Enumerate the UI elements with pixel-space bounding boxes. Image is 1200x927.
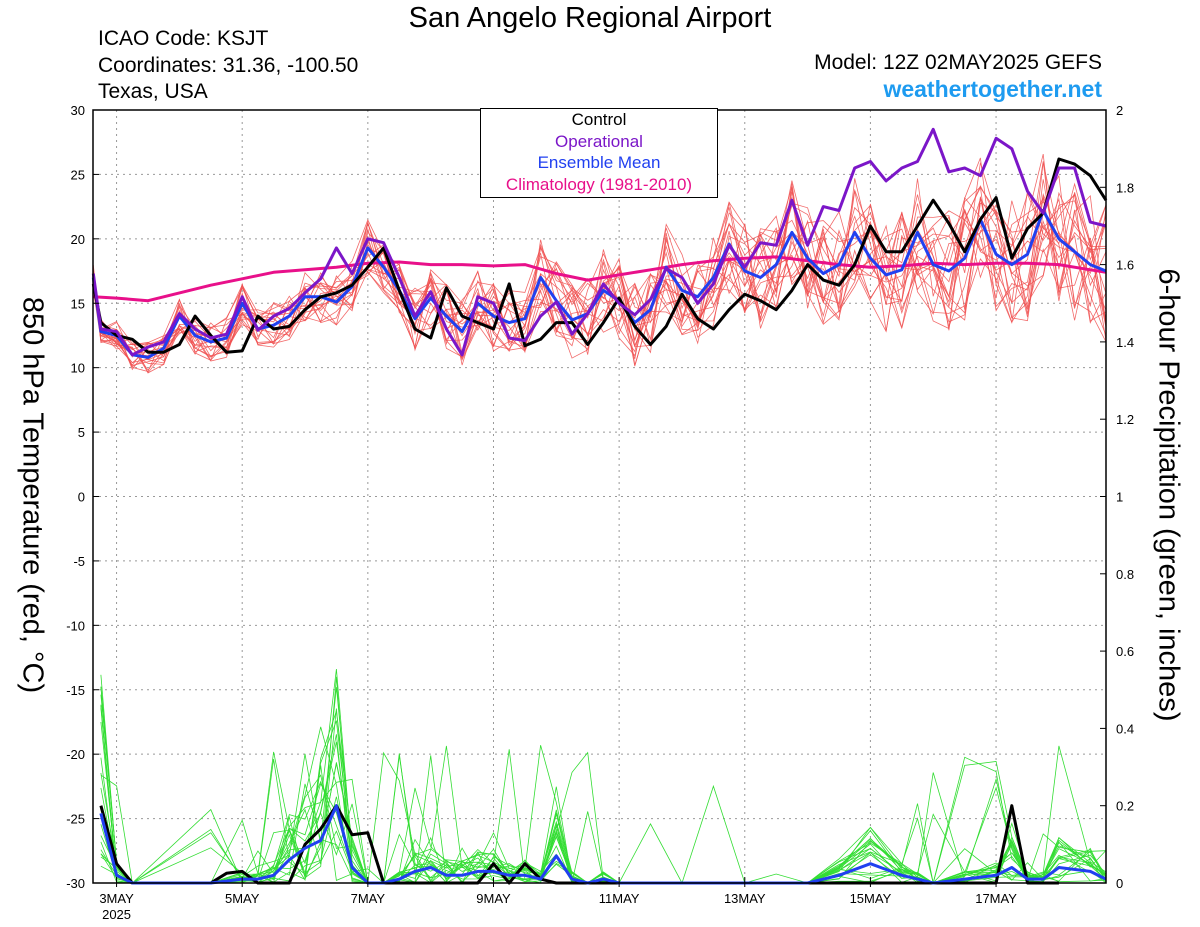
y-left-tick-label: -5 — [73, 554, 85, 569]
precip-ensemble-mean-line — [99, 804, 1107, 885]
legend-control: Control — [571, 110, 627, 129]
precip-member-line — [100, 708, 1107, 884]
temperature-member-line — [92, 197, 1107, 366]
y-axis-right-label: 6-hour Precipitation (green, inches) — [1152, 268, 1185, 722]
chart-title: San Angelo Regional Airport — [408, 2, 772, 34]
y-right-tick-label: 0.6 — [1116, 644, 1134, 659]
x-tick-label: 3MAY — [99, 891, 134, 906]
precip-member-line — [100, 674, 1107, 884]
temperature-member-line — [92, 200, 1107, 362]
temperature-operational-line — [91, 127, 1107, 357]
y-left-tick-label: 30 — [71, 103, 85, 118]
y-axis-left-label: 850 hPa Temperature (red, °C) — [16, 296, 49, 694]
y-left-tick-label: 20 — [71, 232, 85, 247]
x-tick-label: 17MAY — [975, 891, 1017, 906]
y-right-tick-label: 2 — [1116, 103, 1123, 118]
precip-member-line — [100, 668, 1107, 884]
y-right-tick-label: 1.8 — [1116, 180, 1134, 195]
precip-members — [100, 668, 1107, 884]
legend-operational: Operational — [555, 131, 643, 151]
x-tick-label: 11MAY — [599, 891, 640, 906]
x-tick-label: 7MAY — [351, 891, 386, 906]
y-left-tick-label: -15 — [66, 683, 85, 698]
y-right-tick-label: 1.4 — [1116, 335, 1134, 350]
icao-code: ICAO Code: KSJT — [98, 27, 269, 50]
site-link[interactable]: weathertogether.net — [883, 76, 1102, 102]
y-left-tick-label: 15 — [71, 296, 85, 311]
legend-ensemble-mean: Ensemble Mean — [537, 153, 661, 172]
precip-member-line — [100, 686, 1107, 884]
x-tick-label: 13MAY — [724, 891, 766, 906]
precip-member-line — [100, 772, 1107, 884]
legend: Control Operational Ensemble Mean Climat… — [480, 108, 718, 198]
x-tick-label: 5MAY — [225, 891, 260, 906]
location: Texas, USA — [98, 80, 208, 103]
temperature-member-line — [92, 188, 1107, 371]
grid-lines — [93, 110, 1106, 883]
x-year-label: 2025 — [102, 907, 131, 922]
temperature-climatology-1981-2010-line — [93, 255, 1107, 303]
temperature-member-line — [92, 204, 1107, 358]
y-right-tick-label: 0.4 — [1116, 721, 1134, 736]
model-run: Model: 12Z 02MAY2025 GEFS — [814, 51, 1102, 74]
y-left-tick-label: -30 — [66, 876, 85, 891]
legend-climatology: Climatology (1981-2010) — [505, 174, 693, 194]
precip-member-line — [100, 761, 1107, 884]
y-right-tick-label: 0.2 — [1116, 799, 1134, 814]
y-right-tick-label: 0.8 — [1116, 567, 1134, 582]
temperature-member-line — [92, 191, 1107, 372]
y-left-tick-label: 5 — [78, 425, 85, 440]
series-lines — [91, 127, 1108, 885]
precip-member-line — [100, 756, 1107, 884]
precip-member-line — [100, 734, 1107, 884]
temperature-member-line — [92, 195, 1107, 354]
y-right-tick-label: 1 — [1116, 490, 1123, 505]
x-tick-label: 9MAY — [476, 891, 511, 906]
precip-member-line — [100, 774, 1107, 884]
x-tick-label: 15MAY — [850, 891, 892, 906]
y-left-tick-label: 0 — [78, 490, 85, 505]
y-right-tick-label: 1.6 — [1116, 258, 1134, 273]
y-left-tick-label: 10 — [71, 361, 85, 376]
y-left-tick-label: -20 — [66, 747, 85, 762]
precip-control-line — [99, 804, 1059, 885]
y-right-tick-label: 0 — [1116, 876, 1123, 891]
y-left-tick-label: -25 — [66, 812, 85, 827]
coordinates: Coordinates: 31.36, -100.50 — [98, 54, 359, 77]
y-left-tick-label: -10 — [66, 618, 85, 633]
y-left-tick-label: 25 — [71, 167, 85, 182]
y-right-tick-label: 1.2 — [1116, 412, 1134, 427]
axes: 302520151050-5-10-15-20-25-3021.81.61.41… — [66, 103, 1134, 922]
